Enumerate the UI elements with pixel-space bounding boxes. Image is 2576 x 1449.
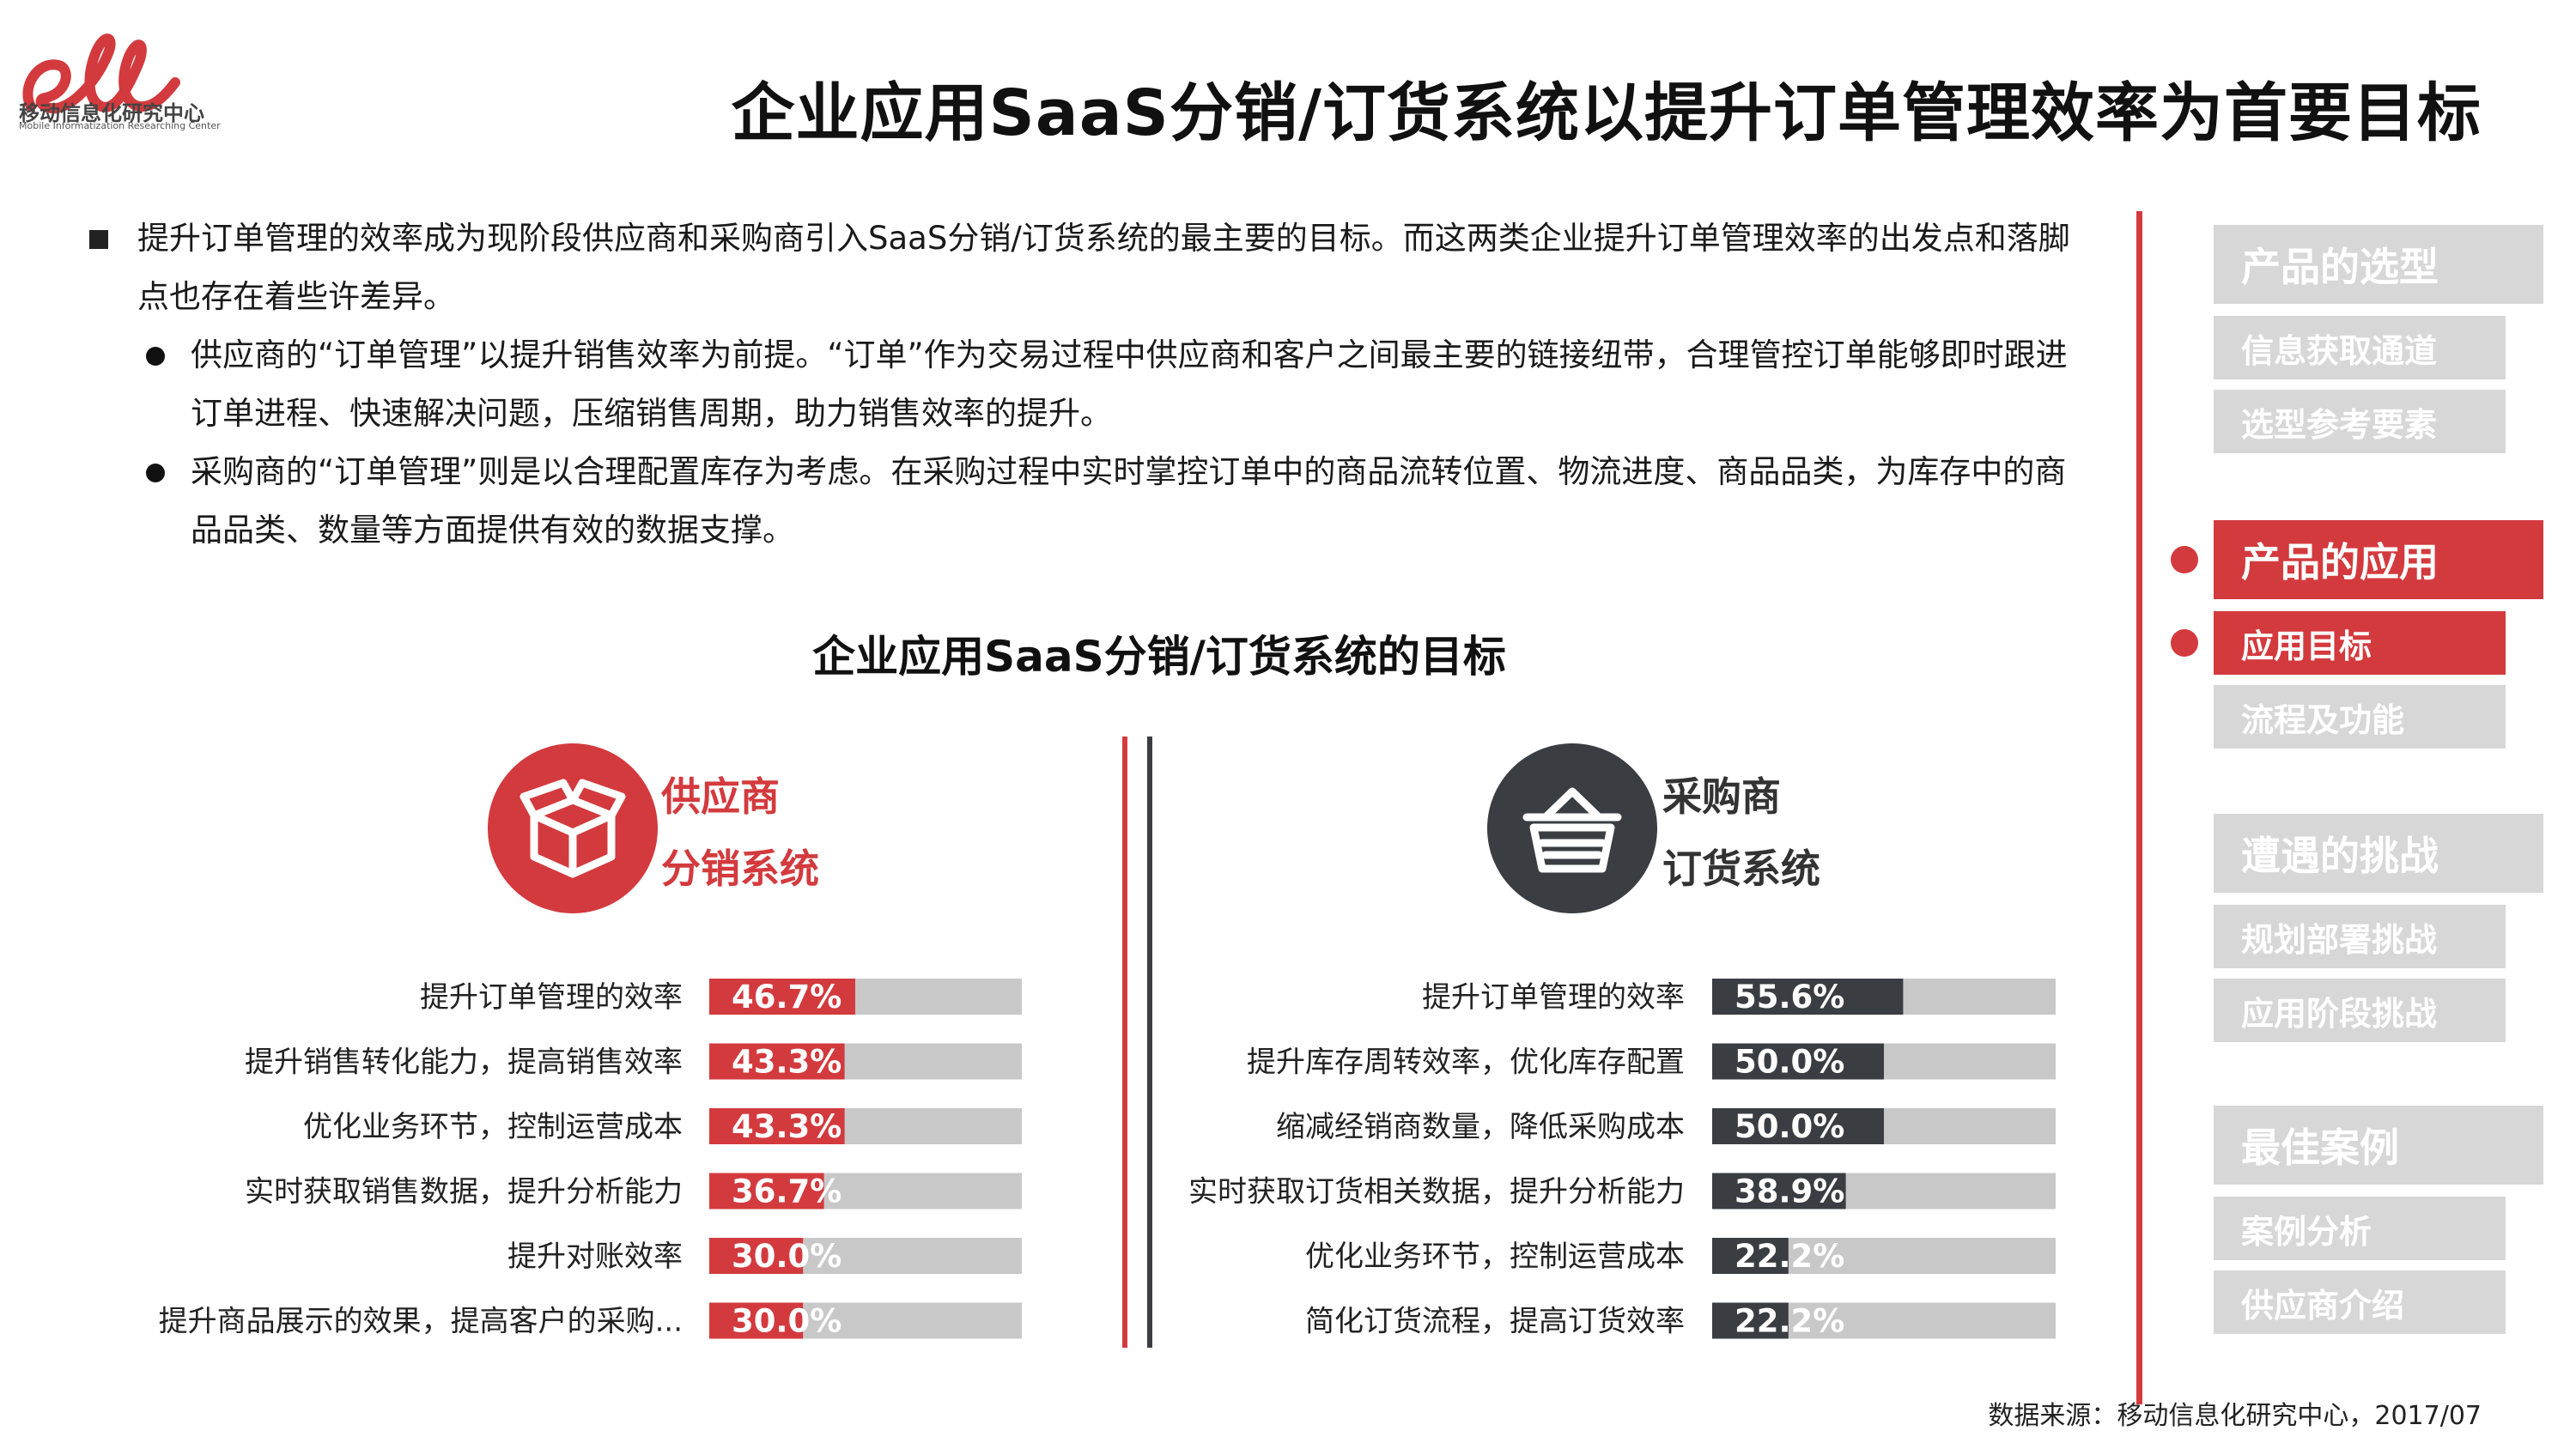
sidebar-item[interactable]: 选型参考要素 [2214, 390, 2506, 453]
sidebar-section[interactable]: 产品的选型 [2214, 225, 2543, 304]
round-bullet-icon [146, 464, 165, 482]
purchaser-badge [1487, 743, 1657, 913]
sidebar-section[interactable]: 最佳案例 [2214, 1106, 2543, 1185]
category-label: 实时获取订货相关数据，提升分析能力 [1188, 1175, 1685, 1210]
category-label: 缩减经销商数量，降低采购成本 [1276, 1110, 1685, 1144]
bar [1712, 979, 1904, 1015]
category-label: 提升商品展示的效果，提高客户的采购... [159, 1305, 683, 1339]
logo-name-en: Mobile Informatization Researching Cente… [19, 120, 221, 131]
sidebar-item[interactable]: 供应商介绍 [2214, 1270, 2506, 1334]
value-label: 38.9% [1735, 1173, 1844, 1210]
category-label: 简化订货流程，提高订货效率 [1305, 1305, 1685, 1339]
category-label: 提升对账效率 [507, 1240, 683, 1274]
value-label: 30.0% [732, 1303, 841, 1340]
page-title: 企业应用SaaS分销/订货系统以提升订单管理效率为首要目标 [731, 76, 2482, 150]
value-label: 43.3% [732, 1108, 841, 1145]
value-label: 43.3% [732, 1044, 841, 1081]
value-label: 36.7% [732, 1173, 841, 1210]
purchaser-paragraph: 采购商的“订单管理”则是以合理配置库存为考虑。在采购过程中实时掌控订单中的商品流… [191, 453, 2067, 549]
value-label: 46.7% [732, 979, 841, 1016]
sidebar-item[interactable]: 案例分析 [2214, 1197, 2506, 1260]
supplier-badge [488, 743, 658, 913]
bar [709, 1173, 824, 1210]
sidebar-section[interactable]: 遭遇的挑战 [2214, 814, 2543, 893]
sidebar-item[interactable]: 应用目标 [2214, 611, 2506, 675]
active-indicator-dot [2171, 629, 2198, 657]
brand-logo [22, 33, 180, 114]
bar [709, 1238, 804, 1274]
category-label: 提升订单管理的效率 [1422, 980, 1685, 1015]
category-label: 提升销售转化能力，提高销售效率 [245, 1046, 683, 1080]
divider-red [1122, 737, 1127, 1348]
value-label: 50.0% [1735, 1108, 1844, 1145]
bar [709, 1108, 845, 1144]
value-label: 50.0% [1735, 1044, 1844, 1081]
value-label: 22.2% [1735, 1238, 1844, 1275]
purchaser-bar-chart: 提升订单管理的效率 55.6% 提升库存周转效率，优化库存配置 50.0% 缩减经销商数… [1188, 979, 2056, 1340]
category-label: 优化业务环节，控制运营成本 [1305, 1240, 1685, 1274]
shopping-basket-icon [1522, 787, 1622, 873]
category-label: 实时获取销售数据，提升分析能力 [245, 1175, 683, 1210]
value-label: 55.6% [1735, 979, 1844, 1016]
category-label: 优化业务环节，控制运营成本 [303, 1110, 683, 1144]
supplier-goals-chart: 提升订单管理的效率 46.7% 提升销售转化能力，提高销售效率 43.3% 优化业务环节… [0, 961, 1030, 1356]
supplier-label: 供应商 分销系统 [661, 761, 819, 905]
sidebar-divider [2136, 211, 2142, 1404]
square-bullet-icon [89, 230, 108, 249]
bar [709, 979, 855, 1015]
bar [1712, 1108, 1884, 1144]
supplier-line1: 供应商 [661, 773, 780, 820]
value-label: 30.0% [732, 1238, 841, 1275]
intro-paragraph: 提升订单管理的效率成为现阶段供应商和采购商引入SaaS分销/订货系统的最主要的目… [137, 220, 2070, 315]
bar [1712, 1238, 1789, 1274]
supplier-line2: 分销系统 [661, 846, 819, 892]
purchaser-line2: 订货系统 [1662, 846, 1820, 892]
sidebar-item[interactable]: 规划部署挑战 [2214, 905, 2506, 968]
bar [1712, 1043, 1884, 1080]
bar [1712, 1302, 1789, 1339]
supplier-paragraph: 供应商的“订单管理”以提升销售效率为前提。“订单”作为交易过程中供应商和客户之间… [191, 336, 2068, 432]
sidebar-item[interactable]: 信息获取通道 [2214, 316, 2506, 379]
category-label: 提升库存周转效率，优化库存配置 [1247, 1046, 1685, 1080]
chart-title: 企业应用SaaS分销/订货系统的目标 [812, 632, 1506, 682]
category-label: 提升订单管理的效率 [420, 980, 683, 1015]
round-bullet-icon [146, 347, 165, 366]
bar [709, 1302, 804, 1339]
value-label: 22.2% [1735, 1303, 1844, 1340]
supplier-bar-chart: 提升订单管理的效率 46.7% 提升销售转化能力，提高销售效率 43.3% 优化业务环节… [159, 979, 1022, 1340]
sidebar-item[interactable]: 流程及功能 [2214, 685, 2506, 749]
purchaser-line1: 采购商 [1662, 773, 1781, 820]
sidebar-section[interactable]: 产品的应用 [2214, 520, 2543, 599]
purchaser-label: 采购商 订货系统 [1662, 761, 1820, 905]
data-source-note: 数据来源：移动信息化研究中心，2017/07 [1988, 1401, 2482, 1431]
purchaser-goals-chart: 提升订单管理的效率 55.6% 提升库存周转效率，优化库存配置 50.0% 缩减经销商数… [1151, 961, 2095, 1356]
bar [1712, 1173, 1846, 1210]
sidebar-item[interactable]: 应用阶段挑战 [2214, 979, 2506, 1042]
open-box-icon [519, 779, 626, 878]
divider-dark [1147, 737, 1152, 1348]
active-indicator-dot [2171, 546, 2198, 573]
bar [709, 1043, 845, 1080]
logo-name-cn: 移动信息化研究中心 [19, 101, 204, 125]
